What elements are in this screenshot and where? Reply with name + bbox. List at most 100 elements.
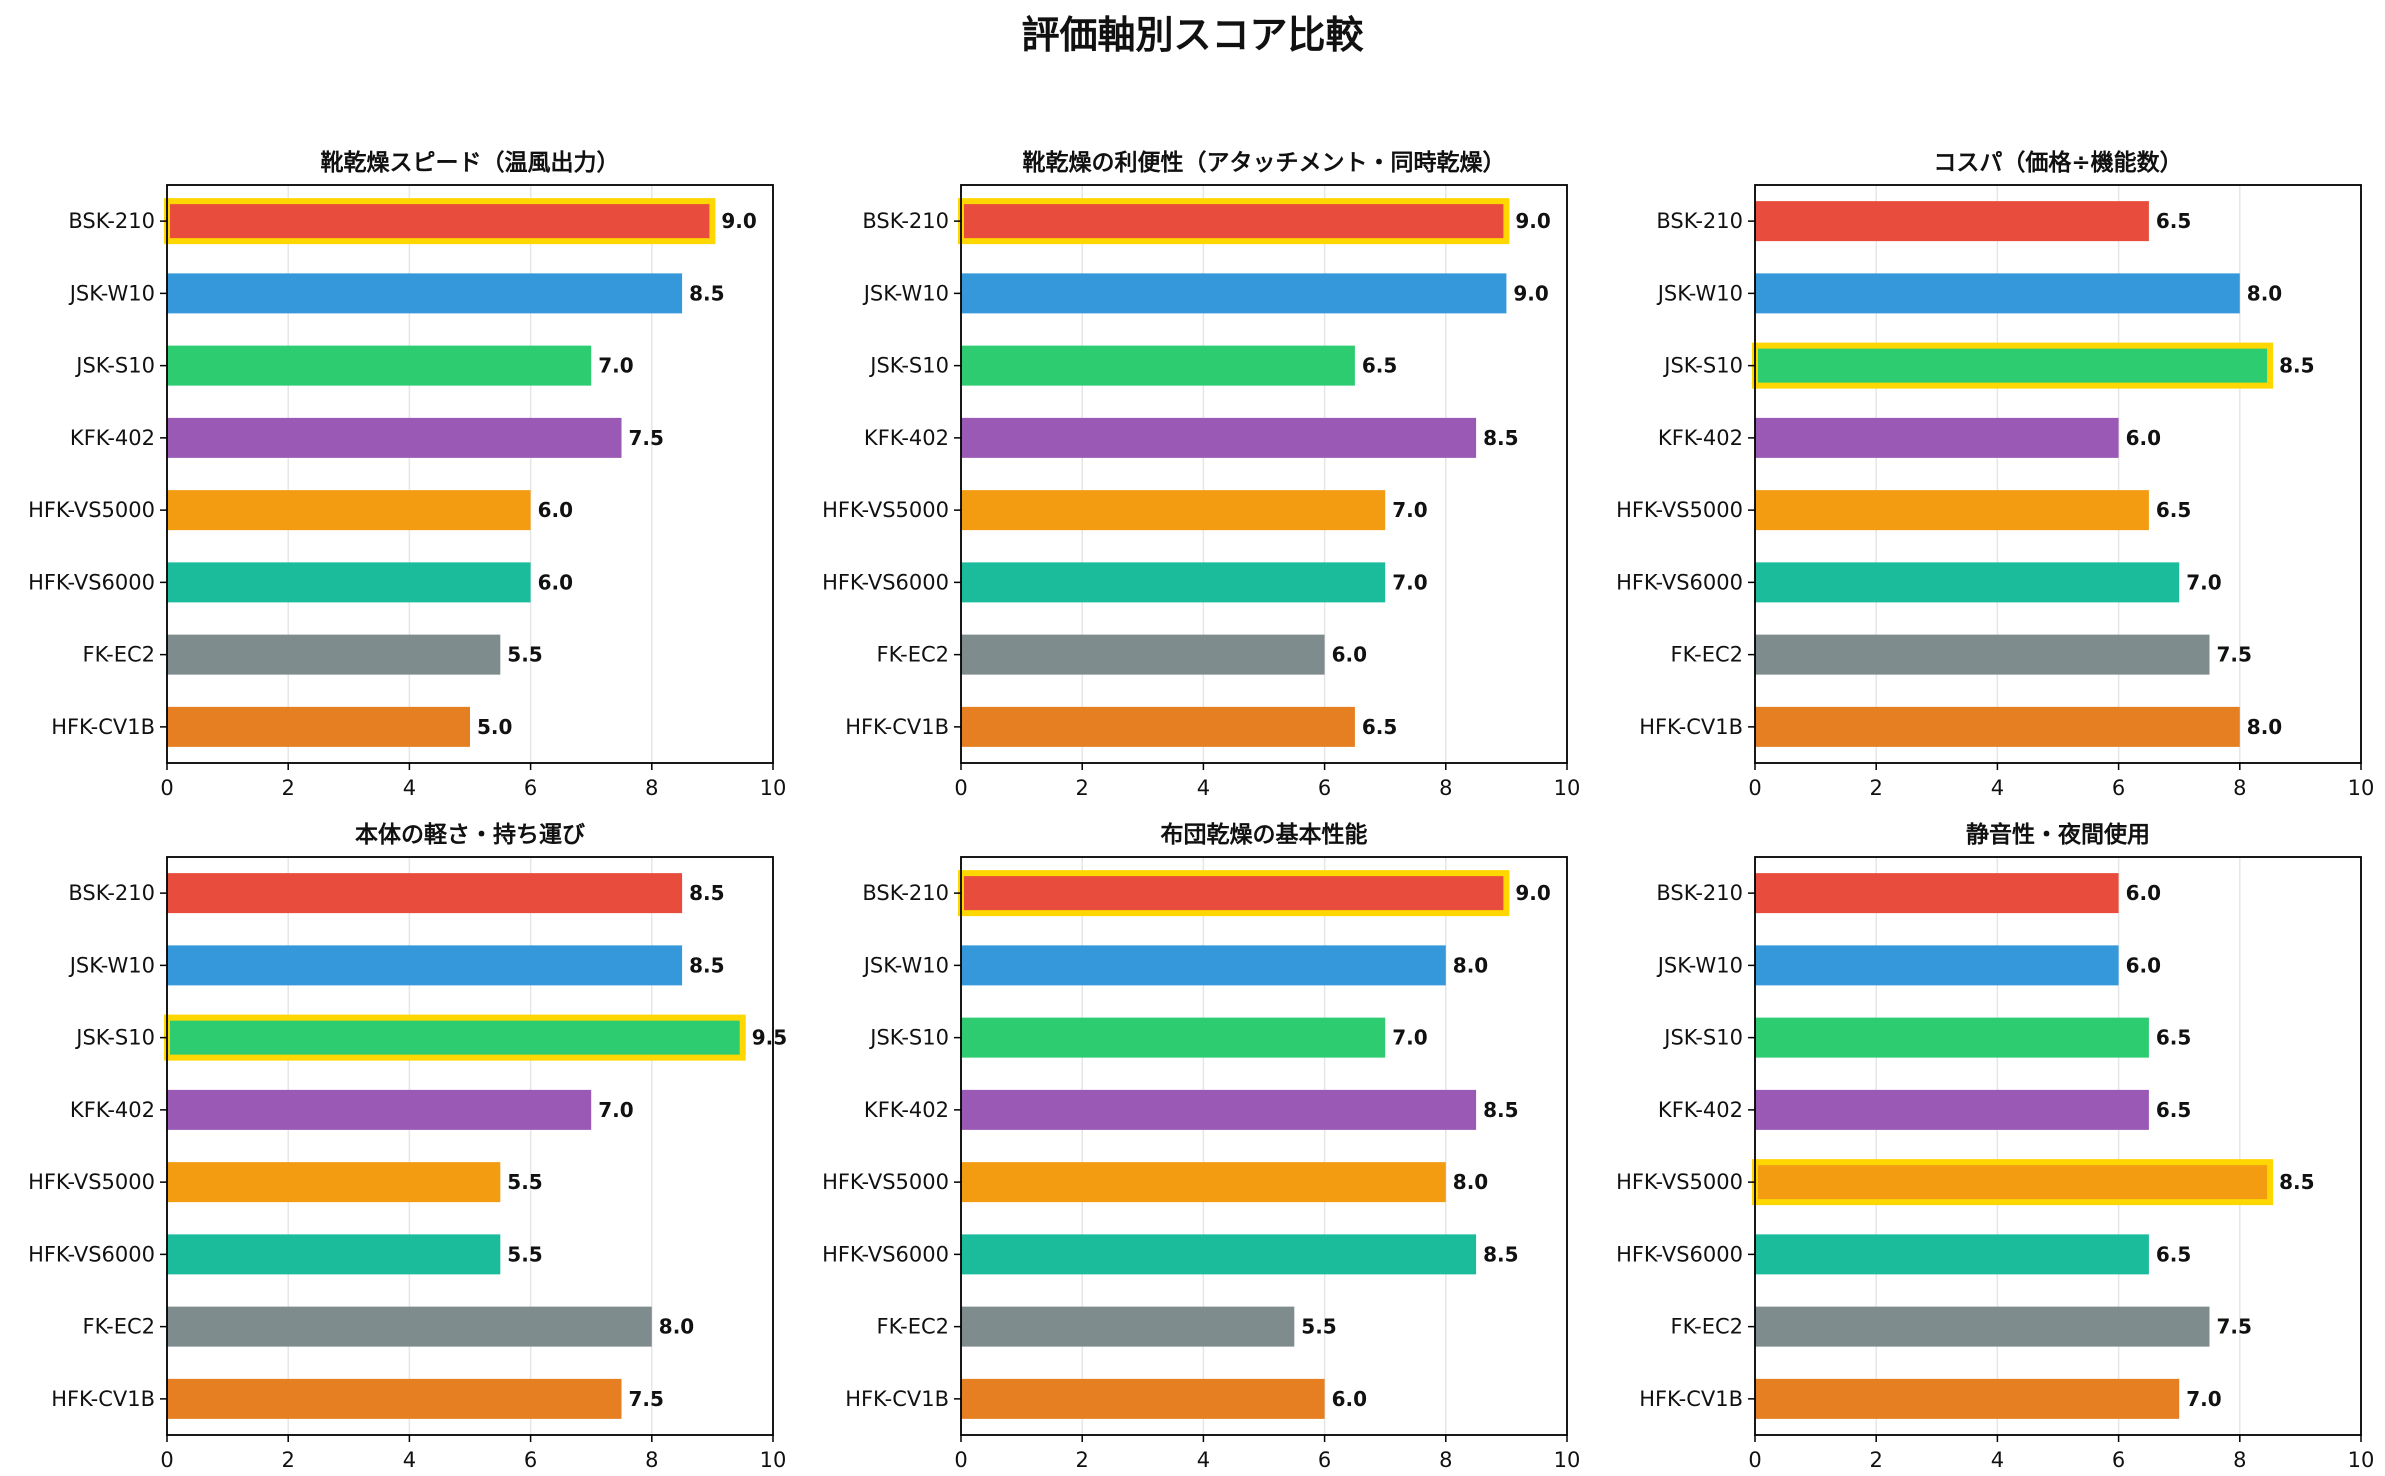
bar: [961, 1017, 1386, 1058]
category-label: KFK-402: [864, 426, 949, 450]
bar: [1755, 562, 2180, 603]
bar: [961, 273, 1507, 314]
category-label: JSK-W10: [1656, 281, 1743, 305]
subplot-title: コスパ（価格÷機能数）: [1933, 149, 2182, 176]
bar: [167, 634, 501, 675]
category-label: KFK-402: [1658, 426, 1743, 450]
x-tick-label: 4: [403, 776, 416, 800]
value-label: 6.5: [2156, 1098, 2191, 1122]
category-label: HFK-VS5000: [822, 1170, 949, 1194]
value-label: 8.0: [2247, 281, 2282, 305]
category-label: HFK-VS6000: [822, 1242, 949, 1266]
category-label: HFK-VS5000: [1616, 1170, 1743, 1194]
value-label: 6.0: [2126, 881, 2161, 905]
category-label: FK-EC2: [876, 643, 949, 667]
bar: [167, 706, 470, 747]
x-tick-label: 8: [2233, 776, 2246, 800]
category-label: JSK-W10: [68, 281, 155, 305]
bar: [1755, 1089, 2149, 1130]
x-tick-label: 8: [645, 1448, 658, 1472]
value-label: 5.0: [477, 715, 512, 739]
bar: [1755, 1306, 2210, 1347]
category-label: JSK-S10: [74, 354, 155, 378]
axes-frame: [166, 856, 774, 1436]
x-tick-label: 0: [1748, 1448, 1761, 1472]
value-label: 7.5: [629, 426, 664, 450]
bar: [167, 490, 531, 531]
category-label: HFK-VS5000: [28, 498, 155, 522]
bar: [961, 562, 1386, 603]
bar: [1755, 273, 2240, 314]
category-label: FK-EC2: [1670, 1315, 1743, 1339]
subplot-title: 静音性・夜間使用: [1966, 821, 2150, 848]
category-label: KFK-402: [70, 1098, 155, 1122]
value-label: 7.5: [2217, 643, 2252, 667]
axes-frame: [960, 856, 1568, 1436]
value-label: 7.0: [2186, 1387, 2221, 1411]
category-label: JSK-S10: [1662, 1026, 1743, 1050]
value-label: 7.5: [629, 1387, 664, 1411]
category-label: HFK-CV1B: [51, 715, 155, 739]
bar: [961, 1089, 1477, 1130]
x-tick-label: 2: [1076, 776, 1089, 800]
bar: [167, 1234, 501, 1275]
x-tick-label: 6: [2112, 776, 2125, 800]
axes-frame: [1754, 184, 2362, 764]
x-tick-label: 10: [1554, 776, 1581, 800]
x-tick-label: 6: [1318, 776, 1331, 800]
bar: [961, 706, 1355, 747]
bar: [1755, 490, 2149, 531]
category-label: HFK-VS6000: [822, 570, 949, 594]
axes-frame: [1754, 856, 2362, 1436]
bar-highlighted: [958, 870, 1510, 917]
x-tick-label: 0: [1748, 776, 1761, 800]
value-label: 9.0: [1515, 209, 1550, 233]
value-label: 6.5: [2156, 1026, 2191, 1050]
subplot-3: 6.5 BSK-210 8.0 JSK-W10 8.5 JSK-S10 6.0 KFK-402…: [1616, 149, 2374, 800]
value-label: 8.5: [1483, 1242, 1518, 1266]
bar-highlighted: [1752, 1159, 2274, 1206]
x-tick-label: 6: [1318, 1448, 1331, 1472]
category-label: HFK-VS6000: [28, 570, 155, 594]
value-label: 6.0: [2126, 953, 2161, 977]
subplot-title: 本体の軽さ・持ち運び: [355, 822, 585, 848]
value-label: 6.0: [1332, 1387, 1367, 1411]
category-label: JSK-S10: [74, 1026, 155, 1050]
bar: [167, 945, 683, 986]
x-tick-label: 4: [1197, 776, 1210, 800]
value-label: 6.0: [538, 498, 573, 522]
x-tick-label: 4: [1197, 1448, 1210, 1472]
category-label: FK-EC2: [1670, 643, 1743, 667]
value-label: 6.5: [2156, 209, 2191, 233]
axes-frame: [960, 184, 1568, 764]
bar: [1755, 1017, 2149, 1058]
x-tick-label: 8: [2233, 1448, 2246, 1472]
bar: [961, 1162, 1446, 1203]
subplot-4: 8.5 BSK-210 8.5 JSK-W10 9.5 JSK-S10 7.0 KFK-402…: [28, 822, 787, 1472]
value-label: 8.0: [1453, 953, 1488, 977]
category-label: BSK-210: [862, 881, 949, 905]
x-tick-label: 2: [282, 1448, 295, 1472]
value-label: 7.0: [598, 354, 633, 378]
category-label: HFK-VS5000: [28, 1170, 155, 1194]
value-label: 7.0: [2186, 570, 2221, 594]
x-tick-label: 4: [1991, 1448, 2004, 1472]
bar: [961, 1378, 1325, 1419]
value-label: 7.5: [2217, 1315, 2252, 1339]
category-label: HFK-VS5000: [1616, 498, 1743, 522]
x-tick-label: 10: [760, 1448, 787, 1472]
bar: [167, 345, 592, 386]
category-label: HFK-VS6000: [1616, 1242, 1743, 1266]
subplot-6: 6.0 BSK-210 6.0 JSK-W10 6.5 JSK-S10 6.5 KFK-402…: [1616, 821, 2374, 1472]
x-tick-label: 10: [2348, 776, 2375, 800]
value-label: 7.0: [1392, 570, 1427, 594]
value-label: 7.0: [1392, 1026, 1427, 1050]
category-label: JSK-S10: [868, 354, 949, 378]
axes-frame: [166, 184, 774, 764]
bar: [961, 417, 1477, 458]
value-label: 6.5: [1362, 354, 1397, 378]
category-label: HFK-CV1B: [1639, 1387, 1743, 1411]
x-tick-label: 2: [1870, 776, 1883, 800]
x-tick-label: 10: [760, 776, 787, 800]
